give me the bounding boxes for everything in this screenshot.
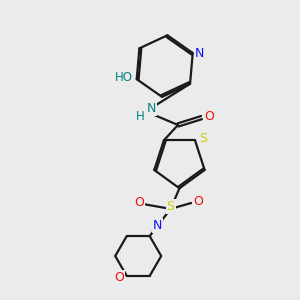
Text: O: O — [193, 195, 202, 208]
Text: H: H — [136, 110, 145, 123]
Text: O: O — [114, 271, 124, 284]
Text: HO: HO — [115, 71, 133, 84]
Text: N: N — [147, 102, 156, 115]
Text: N: N — [194, 46, 204, 59]
Text: O: O — [134, 196, 144, 209]
Text: S: S — [199, 132, 207, 146]
Text: S: S — [167, 200, 175, 213]
Text: N: N — [153, 219, 162, 232]
Text: O: O — [204, 110, 214, 123]
